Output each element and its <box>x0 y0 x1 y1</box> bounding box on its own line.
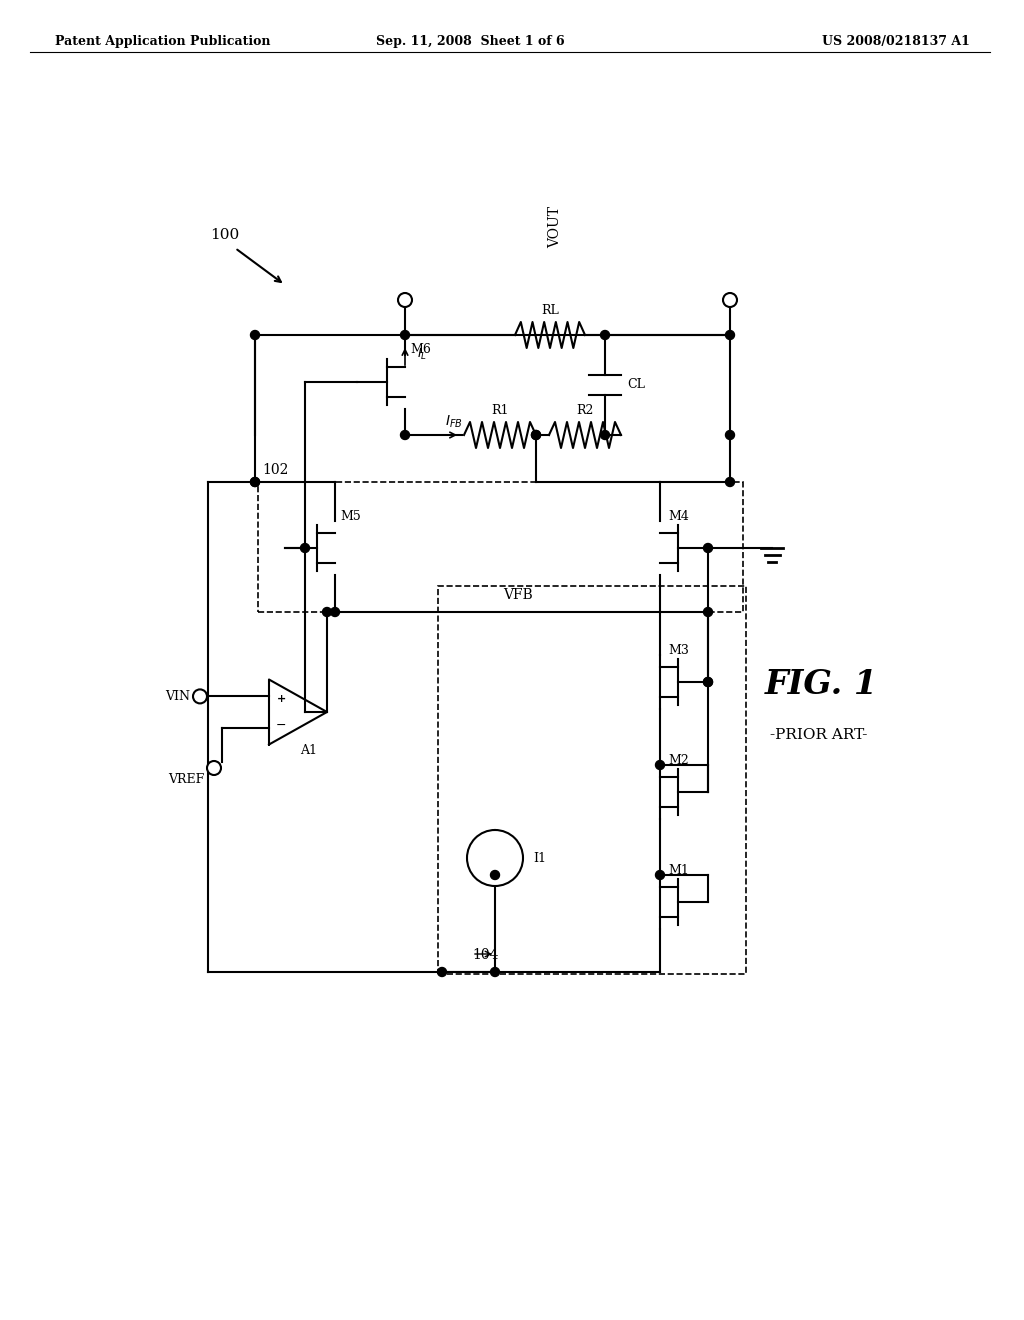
Text: VFB: VFB <box>503 587 532 602</box>
Text: $I_L$: $I_L$ <box>417 347 427 362</box>
Bar <box>258 482 743 612</box>
Text: 102: 102 <box>262 463 289 477</box>
Circle shape <box>251 330 259 339</box>
Circle shape <box>400 330 410 339</box>
Circle shape <box>703 607 713 616</box>
Circle shape <box>300 544 309 553</box>
Text: M1: M1 <box>668 863 689 876</box>
Circle shape <box>600 430 609 440</box>
Circle shape <box>723 293 737 308</box>
Text: -PRIOR ART-: -PRIOR ART- <box>770 729 867 742</box>
Circle shape <box>655 870 665 879</box>
Circle shape <box>398 293 412 308</box>
Text: Patent Application Publication: Patent Application Publication <box>55 36 270 48</box>
Text: CL: CL <box>627 379 645 392</box>
Circle shape <box>490 968 500 977</box>
Bar <box>438 586 746 974</box>
Text: 104: 104 <box>472 948 499 962</box>
Text: M6: M6 <box>410 343 431 356</box>
Circle shape <box>490 870 500 879</box>
Circle shape <box>400 430 410 440</box>
Circle shape <box>655 760 665 770</box>
Circle shape <box>207 762 221 775</box>
Text: M2: M2 <box>668 754 689 767</box>
Text: FIG. 1: FIG. 1 <box>765 668 879 701</box>
Circle shape <box>725 330 734 339</box>
Text: M3: M3 <box>668 644 689 656</box>
Circle shape <box>703 544 713 553</box>
Text: M4: M4 <box>668 510 689 523</box>
Text: R1: R1 <box>492 404 509 417</box>
Text: M5: M5 <box>340 510 360 523</box>
Text: VREF: VREF <box>168 774 204 785</box>
Text: +: + <box>276 694 286 704</box>
Circle shape <box>323 607 332 616</box>
Circle shape <box>251 478 259 487</box>
Circle shape <box>531 430 541 440</box>
Circle shape <box>437 968 446 977</box>
Text: VIN: VIN <box>165 690 190 702</box>
Text: R2: R2 <box>577 404 594 417</box>
Circle shape <box>725 478 734 487</box>
Text: RL: RL <box>541 304 559 317</box>
Text: 100: 100 <box>210 228 240 242</box>
Circle shape <box>531 430 541 440</box>
Circle shape <box>251 478 259 487</box>
Text: I1: I1 <box>534 851 546 865</box>
Text: VOUT: VOUT <box>548 206 562 248</box>
Circle shape <box>331 607 340 616</box>
Circle shape <box>703 677 713 686</box>
Text: Sep. 11, 2008  Sheet 1 of 6: Sep. 11, 2008 Sheet 1 of 6 <box>376 36 564 48</box>
Circle shape <box>725 430 734 440</box>
Circle shape <box>193 689 207 704</box>
Circle shape <box>467 830 523 886</box>
Text: −: − <box>275 718 287 731</box>
Circle shape <box>703 677 713 686</box>
Circle shape <box>600 330 609 339</box>
Text: A1: A1 <box>300 744 317 756</box>
Text: US 2008/0218137 A1: US 2008/0218137 A1 <box>822 36 970 48</box>
Text: $I_{FB}$: $I_{FB}$ <box>445 413 463 430</box>
